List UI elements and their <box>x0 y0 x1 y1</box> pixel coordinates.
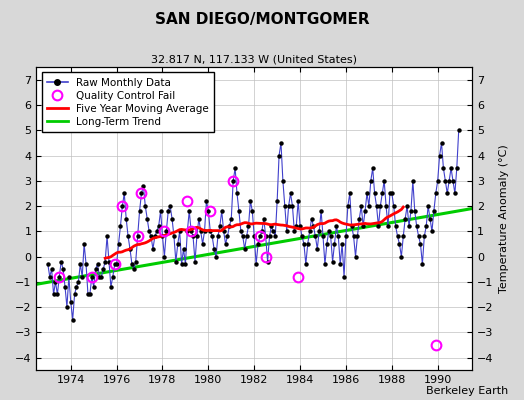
Title: 32.817 N, 117.133 W (United States): 32.817 N, 117.133 W (United States) <box>151 55 357 65</box>
Text: Berkeley Earth: Berkeley Earth <box>426 386 508 396</box>
Text: SAN DIEGO/MONTGOMER: SAN DIEGO/MONTGOMER <box>155 12 369 27</box>
Legend: Raw Monthly Data, Quality Control Fail, Five Year Moving Average, Long-Term Tren: Raw Monthly Data, Quality Control Fail, … <box>41 72 214 132</box>
Y-axis label: Temperature Anomaly (°C): Temperature Anomaly (°C) <box>499 144 509 293</box>
